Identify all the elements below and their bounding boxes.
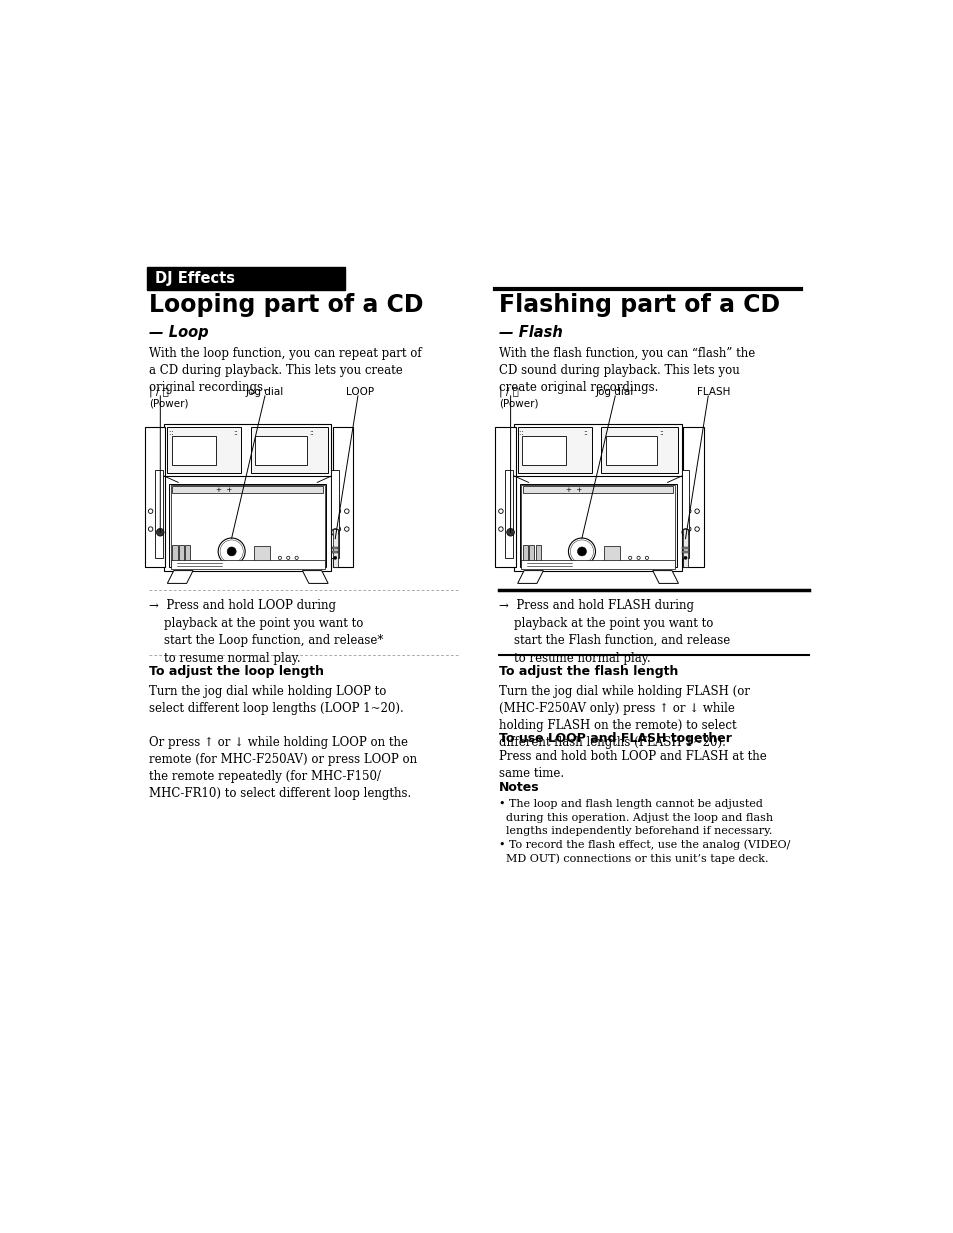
Bar [171, 485, 325, 566]
Text: Jog dial: Jog dial [245, 387, 284, 397]
Text: With the flash function, you can “flash” the
CD sound during playback. This lets: With the flash function, you can “flash”… [498, 346, 755, 393]
Bar [604, 546, 619, 562]
Bar [522, 486, 673, 493]
Bar [520, 485, 675, 566]
Bar [167, 427, 241, 472]
Text: | / ⏽
(Power): | / ⏽ (Power) [149, 387, 188, 409]
Text: ::: :: [233, 430, 237, 436]
Circle shape [683, 556, 686, 560]
Bar [332, 551, 338, 552]
Text: FLASH: FLASH [696, 387, 729, 397]
Text: Turn the jog dial while holding FLASH (or
(MHC-F250AV only) press ↑ or ↓ while
h: Turn the jog dial while holding FLASH (o… [498, 686, 749, 750]
Bar [331, 470, 338, 557]
Circle shape [577, 547, 586, 556]
Bar [172, 436, 215, 465]
Bar [172, 486, 323, 493]
Circle shape [506, 529, 514, 536]
Text: — Loop: — Loop [149, 326, 208, 340]
Text: Press and hold both LOOP and FLASH at the
same time.: Press and hold both LOOP and FLASH at th… [498, 750, 766, 780]
Bar [505, 470, 513, 557]
Bar [164, 424, 331, 571]
Bar [145, 427, 165, 567]
Text: ::: :: [309, 430, 314, 436]
Text: LOOP: LOOP [346, 387, 375, 397]
Text: Looping part of a CD: Looping part of a CD [149, 292, 423, 317]
Bar [521, 436, 565, 465]
Text: Notes: Notes [498, 780, 539, 794]
Bar [520, 560, 675, 570]
Text: →  Press and hold FLASH during
    playback at the point you want to
    start t: → Press and hold FLASH during playback a… [498, 599, 729, 665]
Bar [522, 545, 527, 563]
Text: Jog dial: Jog dial [596, 387, 634, 397]
Bar [333, 427, 353, 567]
Polygon shape [302, 571, 328, 583]
Bar [155, 470, 163, 557]
Circle shape [227, 547, 236, 556]
Bar [535, 545, 540, 563]
Text: With the loop function, you can repeat part of
a CD during playback. This lets y: With the loop function, you can repeat p… [149, 346, 421, 393]
Bar [495, 427, 516, 567]
Bar [681, 547, 688, 549]
Polygon shape [517, 571, 543, 583]
Text: — Flash: — Flash [498, 326, 562, 340]
Text: To adjust the flash length: To adjust the flash length [498, 666, 678, 678]
Bar [681, 551, 688, 552]
Bar [517, 427, 591, 472]
Text: ::: :: [169, 430, 175, 436]
Bar [519, 483, 676, 567]
Bar [514, 424, 681, 571]
Text: ::: :: [518, 430, 525, 436]
Bar [253, 546, 270, 562]
Text: To adjust the loop length: To adjust the loop length [149, 666, 323, 678]
Text: →  Press and hold LOOP during
    playback at the point you want to
    start th: → Press and hold LOOP during playback at… [149, 599, 383, 665]
Polygon shape [167, 571, 193, 583]
Bar [605, 436, 657, 465]
Bar [255, 436, 307, 465]
Bar [682, 427, 702, 567]
Bar [529, 545, 534, 563]
Text: +  +: + + [215, 487, 232, 493]
Bar [172, 545, 177, 563]
FancyBboxPatch shape [147, 268, 344, 291]
Text: Turn the jog dial while holding LOOP to
select different loop lengths (LOOP 1~20: Turn the jog dial while holding LOOP to … [149, 686, 416, 800]
Bar [600, 427, 678, 472]
Bar [185, 545, 191, 563]
Text: ::: :: [582, 430, 587, 436]
Bar [333, 529, 337, 567]
Text: +  +: + + [565, 487, 581, 493]
Bar [171, 560, 325, 570]
Text: ::: :: [659, 430, 663, 436]
Text: DJ Effects: DJ Effects [154, 271, 234, 286]
Bar [332, 547, 338, 549]
Bar [681, 470, 689, 557]
Circle shape [156, 529, 164, 536]
Text: To use LOOP and FLASH together: To use LOOP and FLASH together [498, 731, 731, 745]
Bar [251, 427, 328, 472]
Text: Flashing part of a CD: Flashing part of a CD [498, 292, 780, 317]
Polygon shape [652, 571, 678, 583]
Circle shape [334, 556, 336, 560]
Text: • The loop and flash length cannot be adjusted
  during this operation. Adjust t: • The loop and flash length cannot be ad… [498, 799, 789, 863]
Bar [169, 483, 326, 567]
Text: | / ⏽
(Power): | / ⏽ (Power) [498, 387, 537, 409]
Bar [682, 529, 687, 567]
Bar [179, 545, 184, 563]
